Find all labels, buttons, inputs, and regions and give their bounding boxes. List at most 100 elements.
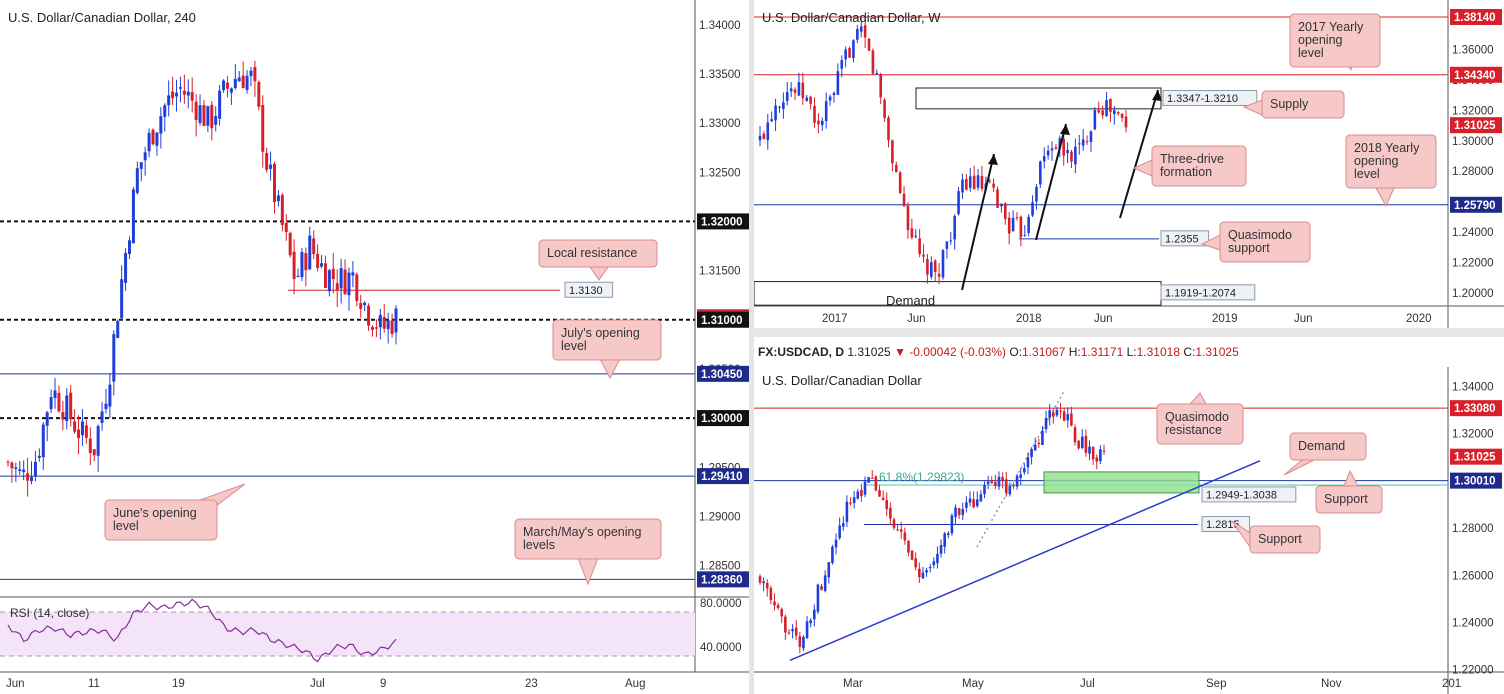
callout-box bbox=[1315, 485, 1383, 514]
h4-chart-panel[interactable]: 1.34000 1.33500 1.33000 1.32500 1.32000 1.315… bbox=[0, 0, 749, 694]
candle-body bbox=[1015, 476, 1019, 487]
candle-body bbox=[883, 99, 886, 118]
candle-body bbox=[1097, 109, 1101, 113]
h4-price-marker-bg bbox=[697, 410, 749, 427]
h4-callout-local-resistance[interactable]: Local resistance bbox=[538, 239, 658, 281]
weekly-chart-panel[interactable]: 1.360001.340001.320001.300001.280001.260… bbox=[754, 0, 1504, 328]
candle-body bbox=[1042, 156, 1046, 162]
candle-body bbox=[856, 28, 859, 40]
daily-time-tick: Nov bbox=[1321, 678, 1342, 690]
three-drive-arrowhead bbox=[1060, 124, 1070, 135]
weekly-chart-title: U.S. Dollar/Canadian Dollar, W bbox=[762, 10, 941, 25]
h4-time-tick: Jun bbox=[6, 678, 25, 690]
symbol-name: FX:USDCAD, D bbox=[758, 345, 844, 359]
candle-body bbox=[961, 179, 964, 193]
candle-body bbox=[265, 152, 269, 170]
candle-body bbox=[914, 235, 918, 237]
candle-body bbox=[946, 533, 950, 535]
candle-body bbox=[887, 117, 890, 141]
candle-body bbox=[827, 562, 831, 578]
candle-body bbox=[936, 553, 939, 564]
daily-chart-panel[interactable]: 1.340001.320001.300001.280001.260001.240… bbox=[754, 367, 1504, 694]
candle-body bbox=[1124, 116, 1128, 128]
candle-body bbox=[1084, 435, 1088, 453]
weekly-price-marker: 1.38140 bbox=[1454, 12, 1496, 24]
candle-body bbox=[1120, 113, 1124, 118]
candle-body bbox=[813, 105, 816, 123]
candle-body bbox=[881, 497, 885, 501]
h4-price-tick: 1.33000 bbox=[699, 118, 741, 130]
candle-body bbox=[339, 268, 343, 289]
candle-body bbox=[327, 270, 331, 292]
candle-body bbox=[980, 176, 984, 189]
candle-body bbox=[1081, 139, 1085, 146]
candle-body bbox=[1058, 138, 1062, 149]
weekly-price-marker: 1.31025 bbox=[1454, 120, 1496, 132]
weekly-quasimodo-box: 1.2355 bbox=[1165, 233, 1199, 245]
weekly-price-marker-bg bbox=[1450, 66, 1502, 83]
candle-body bbox=[910, 228, 914, 238]
weekly-callout-supply[interactable]: Supply bbox=[1242, 90, 1345, 119]
candle-body bbox=[906, 205, 910, 231]
candle-body bbox=[840, 60, 844, 69]
h4-time-tick: 23 bbox=[525, 678, 538, 690]
candle-body bbox=[139, 162, 143, 169]
weekly-price-tick: 1.22000 bbox=[1452, 257, 1494, 269]
candle-body bbox=[805, 621, 809, 639]
daily-callout-support-upper[interactable]: Support bbox=[1315, 469, 1383, 514]
three-drive-arrowhead bbox=[1152, 90, 1162, 101]
callout-text: opening bbox=[1354, 154, 1399, 168]
candle-body bbox=[930, 262, 933, 277]
candle-body bbox=[120, 279, 124, 319]
candle-body bbox=[1035, 186, 1038, 202]
candle-body bbox=[347, 272, 351, 296]
candle-body bbox=[1077, 440, 1080, 449]
daily-chart-canvas[interactable]: 1.340001.320001.300001.280001.260001.240… bbox=[754, 367, 1504, 694]
candle-body bbox=[774, 105, 777, 121]
candle-body bbox=[871, 50, 875, 74]
three-drive-arrow bbox=[1035, 123, 1067, 241]
weekly-chart-canvas[interactable]: 1.360001.340001.320001.300001.280001.260… bbox=[754, 0, 1504, 328]
candle-body bbox=[382, 316, 386, 329]
h4-chart-canvas[interactable]: 1.34000 1.33500 1.33000 1.32500 1.32000 1.315… bbox=[0, 0, 749, 694]
callout-text: opening bbox=[1298, 33, 1343, 47]
callout-text: formation bbox=[1160, 165, 1212, 179]
candle-body bbox=[801, 82, 805, 99]
candle-body bbox=[1007, 217, 1011, 234]
h4-time-tick: 9 bbox=[380, 678, 386, 690]
candle-body bbox=[1070, 151, 1073, 162]
candle-body bbox=[1046, 150, 1050, 156]
close-value: 1.31025 bbox=[1195, 345, 1239, 359]
daily-callout-demand[interactable]: Demand bbox=[1283, 432, 1367, 476]
candle-body bbox=[225, 82, 229, 89]
candle-body bbox=[100, 411, 104, 423]
panel-divider-horizontal bbox=[754, 328, 1504, 337]
candle-body bbox=[1091, 446, 1095, 460]
candle-body bbox=[276, 195, 280, 202]
candle-body bbox=[359, 302, 363, 309]
candle-body bbox=[1062, 139, 1066, 156]
candle-body bbox=[950, 515, 954, 534]
candle-body bbox=[1044, 417, 1048, 430]
daily-callout-support-lower[interactable]: Support bbox=[1231, 520, 1321, 554]
candle-body bbox=[175, 92, 179, 97]
candle-body bbox=[171, 91, 175, 99]
weekly-price-marker: 1.25790 bbox=[1454, 200, 1496, 212]
candle-body bbox=[990, 480, 994, 484]
h4-price-marker-bg bbox=[697, 365, 749, 382]
candle-body bbox=[943, 533, 946, 547]
weekly-time-tick: 2020 bbox=[1406, 313, 1432, 325]
candle-body bbox=[378, 314, 382, 328]
candle-body bbox=[194, 101, 198, 121]
weekly-time-tick: 2019 bbox=[1212, 313, 1238, 325]
candle-body bbox=[124, 252, 128, 283]
candle-body bbox=[1023, 468, 1026, 473]
